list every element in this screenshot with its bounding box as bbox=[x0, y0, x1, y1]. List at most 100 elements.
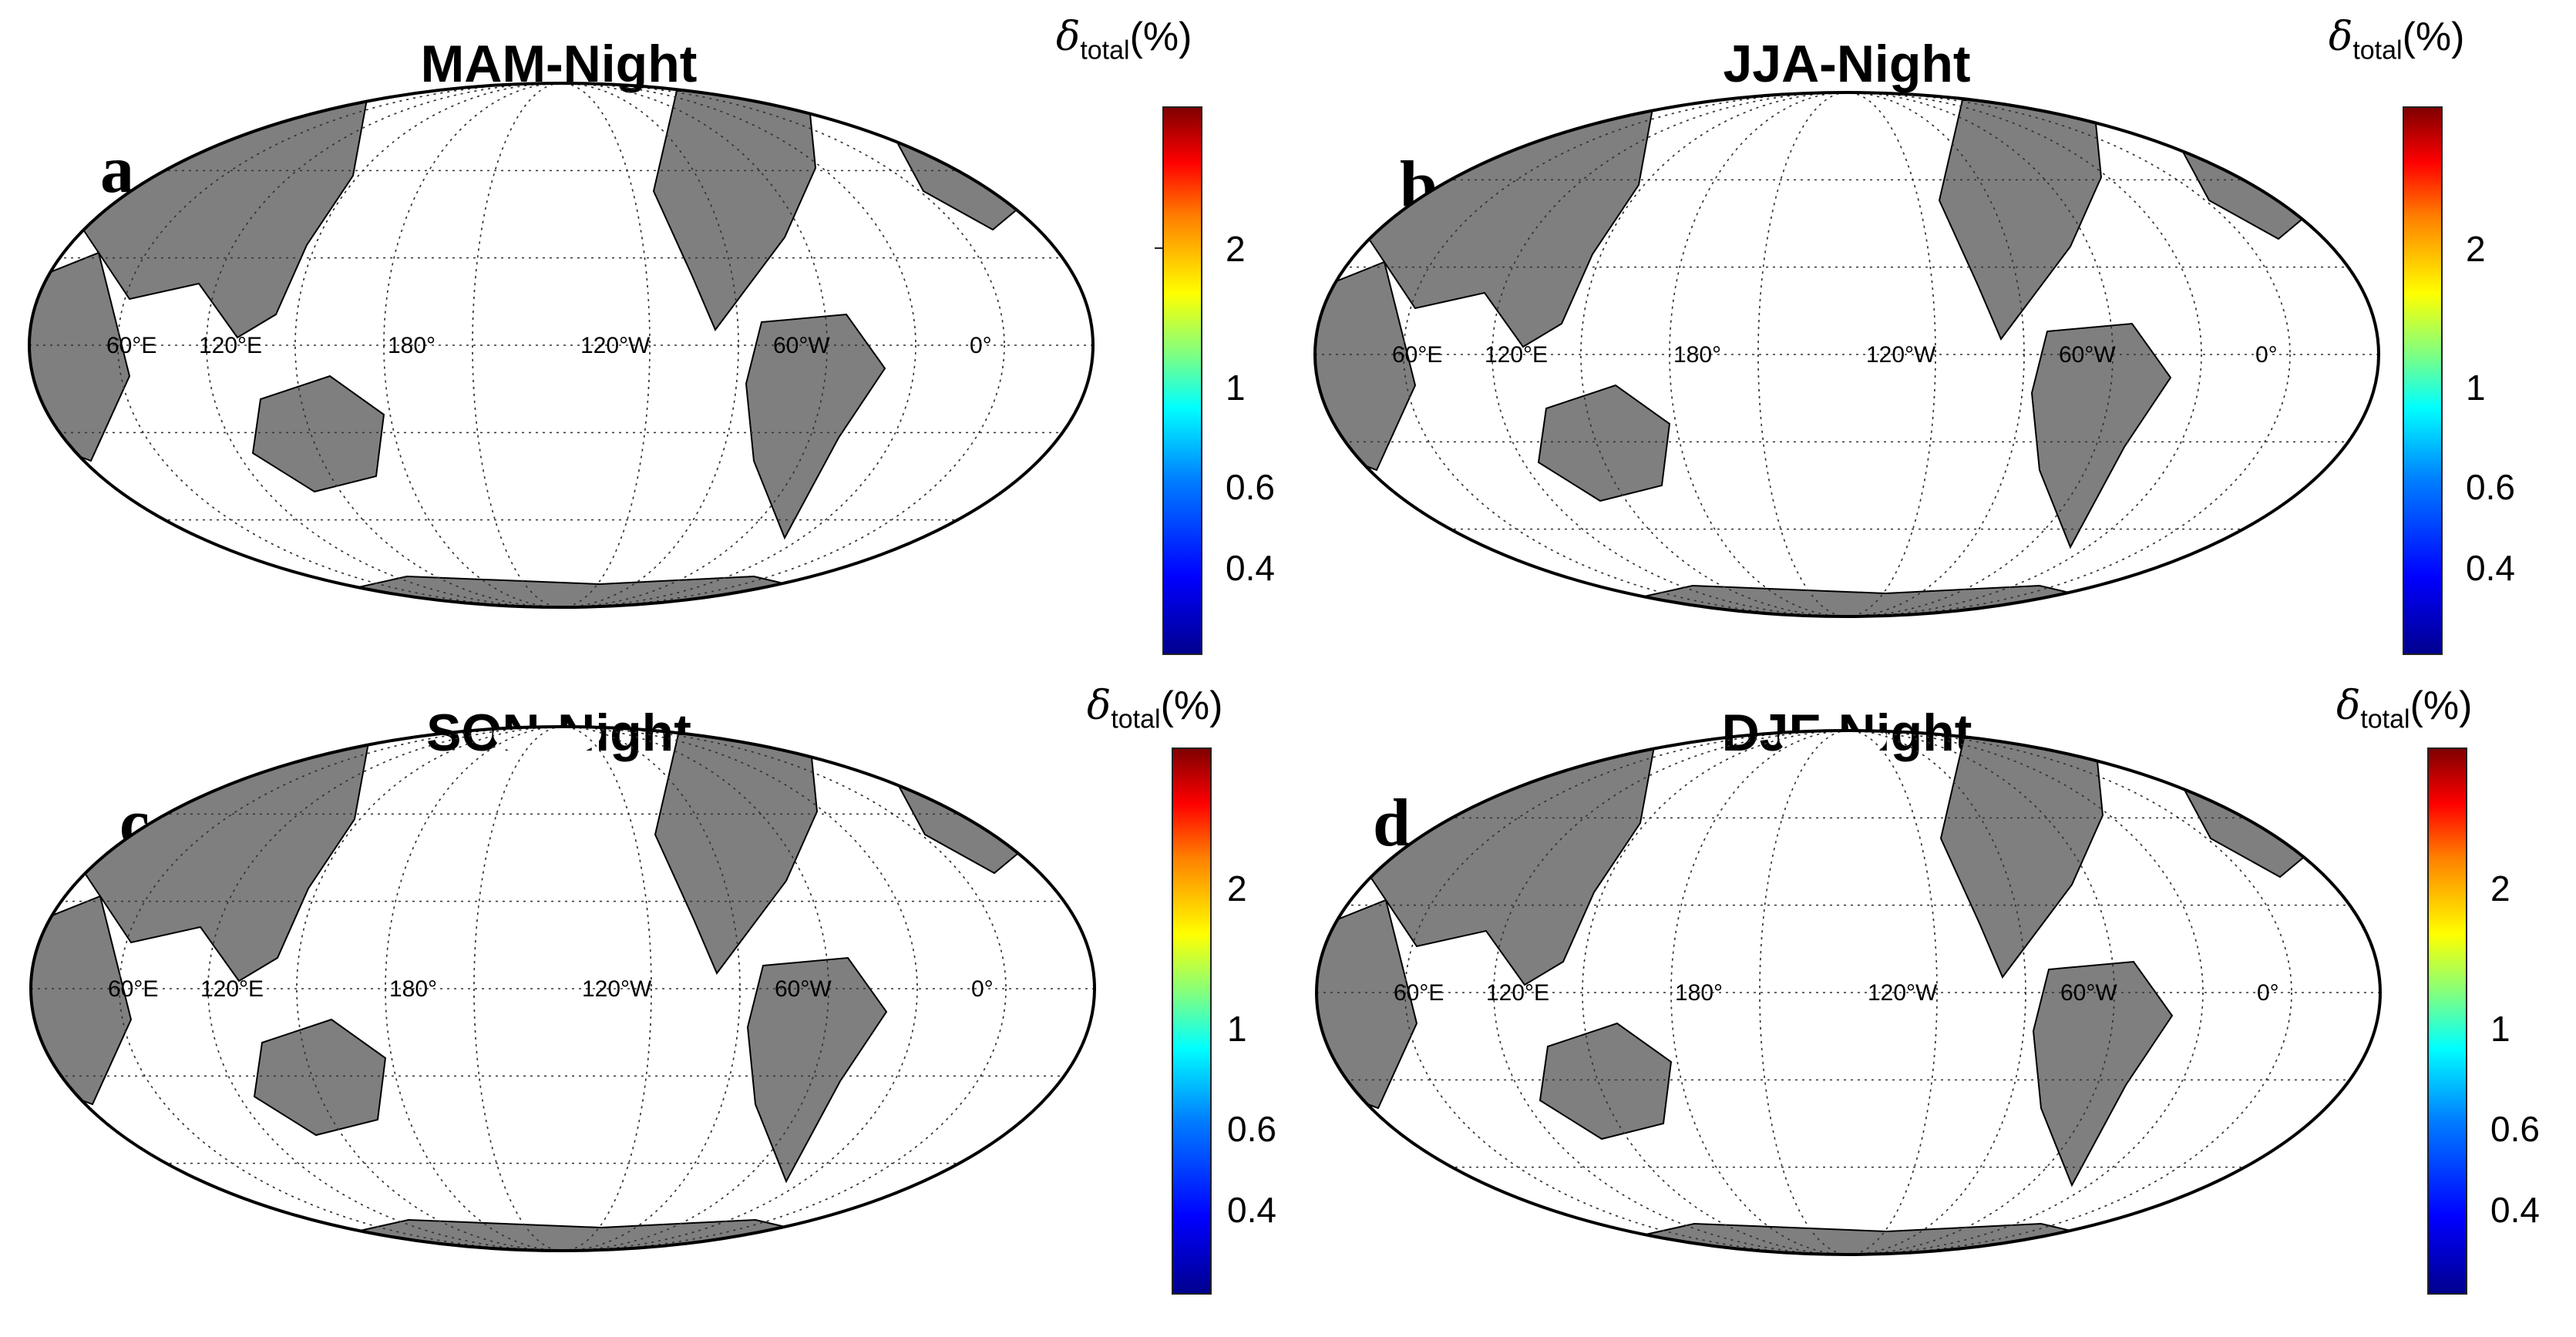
colorbar-unit: (%) bbox=[1129, 15, 1192, 59]
sea-ice bbox=[1779, 731, 1887, 761]
colorbar-unit: (%) bbox=[2410, 684, 2473, 728]
longitude-label: 0° bbox=[2257, 980, 2279, 1006]
sea-ice bbox=[493, 727, 601, 758]
longitude-label: 0° bbox=[971, 976, 994, 1002]
map-outline bbox=[28, 82, 1095, 609]
meridian-line bbox=[1493, 731, 2204, 1255]
longitude-label: 60°W bbox=[773, 333, 830, 358]
meridian-line bbox=[1670, 731, 2026, 1255]
landmass bbox=[2030, 322, 2172, 549]
landmass bbox=[2032, 960, 2174, 1188]
colorbar-tick: 2 bbox=[2466, 229, 2486, 269]
meridian-line bbox=[1491, 92, 2202, 616]
longitude-label: 120°W bbox=[1866, 342, 1936, 368]
map-panel-b: JJA-Night b 60°E 120°E 180° 120°W 60°W 0° δto… bbox=[1288, 0, 2576, 668]
colorbar-tick: 0.4 bbox=[1226, 548, 1275, 588]
meridian-line bbox=[1582, 731, 2115, 1255]
meridian-line bbox=[472, 83, 651, 607]
meridian-line bbox=[1757, 92, 1936, 616]
colorbar-tick: 2 bbox=[2490, 868, 2510, 909]
longitude-label: 120°W bbox=[580, 333, 651, 358]
colorbar bbox=[1172, 747, 1212, 1295]
longitude-label: 0° bbox=[2255, 342, 2278, 368]
colorbar-tick: 1 bbox=[1227, 1009, 1247, 1049]
meridian-line bbox=[1759, 731, 1938, 1255]
colorbar-symbol: δ bbox=[1056, 14, 1081, 60]
longitude-label: 180° bbox=[389, 976, 437, 1002]
mollweide-map: 60°E 120°E 180° 120°W 60°W 0° bbox=[1315, 729, 2382, 1256]
meridian-line bbox=[1580, 92, 2114, 616]
longitude-label: 120°E bbox=[1485, 342, 1548, 368]
colorbar-unit: (%) bbox=[2402, 15, 2465, 59]
colorbar-subscript: total bbox=[1111, 704, 1161, 734]
colorbar-tick: 0.4 bbox=[2466, 548, 2515, 588]
map-outline bbox=[29, 725, 1096, 1252]
colorbar-tick: 0.4 bbox=[1227, 1190, 1276, 1230]
meridian-line bbox=[207, 727, 918, 1251]
colorbar-tick: 2 bbox=[1227, 868, 1247, 909]
longitude-label: 180° bbox=[1673, 342, 1721, 368]
landmass bbox=[1537, 384, 1671, 502]
landmass bbox=[1939, 737, 2104, 979]
mollweide-map: 60°E 120°E 180° 120°W 60°W 0° bbox=[1313, 91, 2380, 618]
map-title: JJA-Night bbox=[1723, 35, 1971, 93]
colorbar-subscript: total bbox=[2352, 35, 2403, 66]
meridian-line bbox=[296, 727, 829, 1251]
meridian-line bbox=[1404, 731, 2292, 1255]
colorbar-symbol: δ bbox=[2336, 683, 2361, 729]
colorbar-tick: 1 bbox=[2490, 1009, 2510, 1049]
mollweide-map: 60°E 120°E 180° 120°W 60°W 0° bbox=[28, 82, 1095, 609]
colorbar-unit: (%) bbox=[1160, 684, 1223, 728]
colorbar-tick: 0.6 bbox=[2466, 467, 2515, 507]
meridian-line bbox=[117, 83, 1005, 607]
meridian-line bbox=[383, 83, 739, 607]
longitude-label: 60°E bbox=[108, 976, 158, 1002]
colorbar-tick: 0.6 bbox=[1227, 1109, 1276, 1149]
longitude-label: 60°E bbox=[1392, 342, 1442, 368]
mollweide-map: 60°E 120°E 180° 120°W 60°W 0° bbox=[29, 725, 1096, 1252]
longitude-label: 180° bbox=[388, 333, 435, 358]
colorbar-title: δtotal(%) bbox=[2329, 14, 2464, 66]
meridian-line bbox=[206, 83, 916, 607]
colorbar-subscript: total bbox=[1080, 35, 1130, 66]
sea-ice bbox=[1777, 92, 1885, 123]
map-panel-a: MAM-Night a 60°E 120°E 180° 120°W 60°W 0° δto… bbox=[0, 0, 1288, 668]
meridian-line bbox=[473, 727, 652, 1251]
longitude-label: 120°E bbox=[199, 333, 262, 358]
sea-ice bbox=[492, 83, 600, 114]
longitude-label: 120°W bbox=[1868, 980, 1938, 1006]
longitude-label: 120°W bbox=[582, 976, 652, 1002]
longitude-label: 120°E bbox=[200, 976, 264, 1002]
colorbar-tick: 0.6 bbox=[1226, 467, 1275, 507]
landmass bbox=[1539, 1022, 1673, 1140]
meridian-line bbox=[119, 727, 1007, 1251]
map-outline bbox=[1315, 729, 2382, 1256]
colorbar-tick: 0.4 bbox=[2490, 1190, 2540, 1230]
longitude-label: 60°W bbox=[2060, 980, 2117, 1006]
colorbar-tick: 1 bbox=[1226, 368, 1246, 408]
colorbar-symbol: δ bbox=[2329, 14, 2353, 60]
landmass bbox=[253, 1018, 387, 1137]
colorbar-title: δtotal(%) bbox=[1087, 683, 1222, 734]
map-outline bbox=[1313, 91, 2380, 618]
colorbar-tickmark bbox=[1155, 247, 1162, 249]
colorbar-title: δtotal(%) bbox=[1056, 14, 1192, 66]
colorbar-tick: 0.6 bbox=[2490, 1109, 2540, 1149]
meridian-line bbox=[294, 83, 828, 607]
longitude-label: 60°E bbox=[106, 333, 156, 358]
landmass bbox=[1938, 99, 2103, 341]
colorbar-tick: 2 bbox=[1226, 229, 1246, 269]
meridian-line bbox=[385, 727, 741, 1251]
landmass bbox=[251, 375, 385, 493]
colorbar-symbol: δ bbox=[1087, 683, 1111, 729]
longitude-label: 60°W bbox=[2059, 342, 2116, 368]
colorbar-subscript: total bbox=[2360, 704, 2410, 734]
colorbar-tick: 1 bbox=[2466, 368, 2486, 408]
meridian-line bbox=[1669, 92, 2025, 616]
longitude-label: 180° bbox=[1675, 980, 1723, 1006]
longitude-label: 60°E bbox=[1394, 980, 1444, 1006]
colorbar-title: δtotal(%) bbox=[2336, 683, 2472, 734]
landmass bbox=[654, 734, 819, 975]
